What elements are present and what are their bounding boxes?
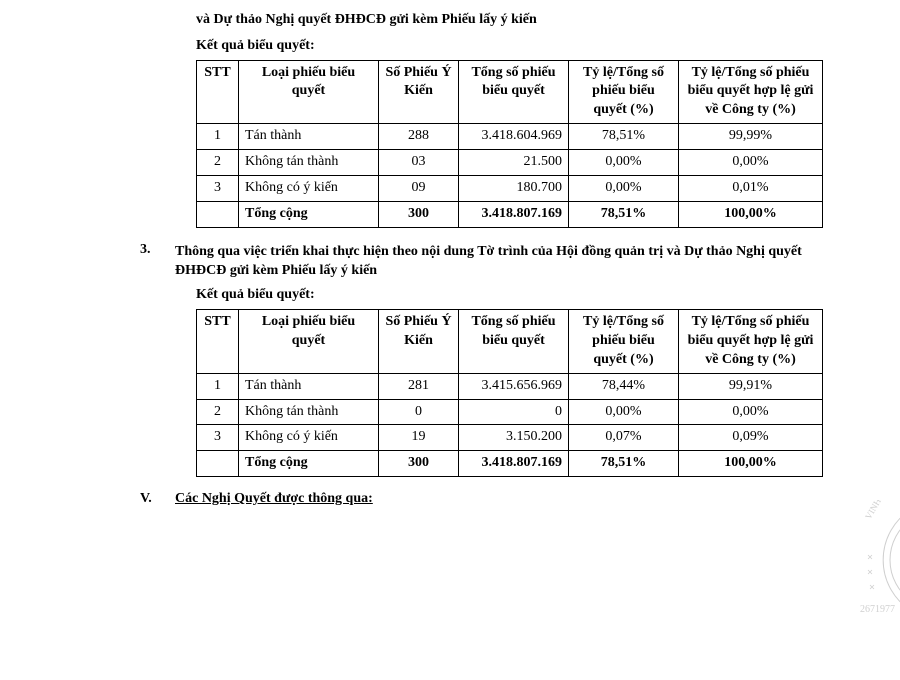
cell-pct2: 0,00%: [679, 150, 823, 176]
cell-count: 19: [379, 425, 459, 451]
col-pct1: Tỷ lệ/Tổng số phiếu biểu quyết (%): [569, 310, 679, 374]
cell-blank: [197, 451, 239, 477]
cell-total: 3.418.604.969: [459, 124, 569, 150]
col-count: Số Phiếu Ý Kiến: [379, 60, 459, 124]
table-row: 3 Không có ý kiến 19 3.150.200 0,07% 0,0…: [197, 425, 823, 451]
cell-pct2: 0,00%: [679, 399, 823, 425]
section-v-num: V.: [140, 491, 175, 507]
cell-pct1: 0,07%: [569, 425, 679, 451]
cell-blank: [197, 201, 239, 227]
col-total: Tổng số phiếu biểu quyết: [459, 60, 569, 124]
section2-heading-cont: và Dự thảo Nghị quyết ĐHĐCĐ gửi kèm Phiế…: [196, 10, 840, 30]
cell-sum-total: 3.418.807.169: [459, 201, 569, 227]
table-row: 1 Tán thành 288 3.418.604.969 78,51% 99,…: [197, 124, 823, 150]
cell-count: 0: [379, 399, 459, 425]
cell-pct1: 0,00%: [569, 150, 679, 176]
cell-total: 180.700: [459, 176, 569, 202]
section3-heading: Thông qua việc triển khai thực hiện theo…: [175, 242, 840, 281]
cell-total: 3.415.656.969: [459, 373, 569, 399]
cell-count: 09: [379, 176, 459, 202]
cell-sum-pct1: 78,51%: [569, 451, 679, 477]
cell-sum-label: Tổng cộng: [239, 201, 379, 227]
cell-sum-pct1: 78,51%: [569, 201, 679, 227]
table-header-row: STT Loại phiếu biểu quyết Số Phiếu Ý Kiế…: [197, 60, 823, 124]
table-header-row: STT Loại phiếu biểu quyết Số Phiếu Ý Kiế…: [197, 310, 823, 374]
table-row: 2 Không tán thành 03 21.500 0,00% 0,00%: [197, 150, 823, 176]
col-pct2: Tỷ lệ/Tổng số phiếu biểu quyết hợp lệ gử…: [679, 310, 823, 374]
col-type: Loại phiếu biểu quyết: [239, 60, 379, 124]
cell-sum-total: 3.418.807.169: [459, 451, 569, 477]
cell-type: Không tán thành: [239, 150, 379, 176]
col-pct1: Tỷ lệ/Tổng số phiếu biểu quyết (%): [569, 60, 679, 124]
table-summary-row: Tổng cộng 300 3.418.807.169 78,51% 100,0…: [197, 201, 823, 227]
table-row: 1 Tán thành 281 3.415.656.969 78,44% 99,…: [197, 373, 823, 399]
cell-type: Không có ý kiến: [239, 425, 379, 451]
cell-sum-label: Tổng cộng: [239, 451, 379, 477]
cell-sum-pct2: 100,00%: [679, 451, 823, 477]
cell-stt: 3: [197, 176, 239, 202]
cell-stt: 2: [197, 150, 239, 176]
cell-count: 281: [379, 373, 459, 399]
cell-total: 0: [459, 399, 569, 425]
cell-pct1: 0,00%: [569, 399, 679, 425]
section3-heading-row: 3. Thông qua việc triển khai thực hiện t…: [140, 242, 840, 281]
cell-count: 03: [379, 150, 459, 176]
cell-sum-pct2: 100,00%: [679, 201, 823, 227]
cell-stt: 1: [197, 373, 239, 399]
col-stt: STT: [197, 310, 239, 374]
document-body: và Dự thảo Nghị quyết ĐHĐCĐ gửi kèm Phiế…: [0, 0, 900, 507]
cell-pct1: 78,44%: [569, 373, 679, 399]
cell-type: Không tán thành: [239, 399, 379, 425]
col-total: Tổng số phiếu biểu quyết: [459, 310, 569, 374]
cell-type: Tán thành: [239, 373, 379, 399]
cell-pct2: 0,09%: [679, 425, 823, 451]
cell-pct1: 78,51%: [569, 124, 679, 150]
cell-type: Tán thành: [239, 124, 379, 150]
cell-stt: 3: [197, 425, 239, 451]
cell-stt: 1: [197, 124, 239, 150]
table-summary-row: Tổng cộng 300 3.418.807.169 78,51% 100,0…: [197, 451, 823, 477]
cell-pct2: 0,01%: [679, 176, 823, 202]
section3-result-label: Kết quả biểu quyết:: [196, 287, 840, 303]
cell-sum-count: 300: [379, 201, 459, 227]
cell-stt: 2: [197, 399, 239, 425]
cell-pct1: 0,00%: [569, 176, 679, 202]
table-row: 3 Không có ý kiến 09 180.700 0,00% 0,01%: [197, 176, 823, 202]
table-row: 2 Không tán thành 0 0 0,00% 0,00%: [197, 399, 823, 425]
vote-table-2: STT Loại phiếu biểu quyết Số Phiếu Ý Kiế…: [196, 60, 823, 228]
section3-num: 3.: [140, 242, 175, 258]
col-stt: STT: [197, 60, 239, 124]
stamp-text-2: 2671977: [860, 604, 895, 615]
stamp-icon: VINH 2671977: [840, 500, 900, 620]
section-v-heading: Các Nghị Quyết được thông qua:: [175, 491, 373, 507]
col-type: Loại phiếu biểu quyết: [239, 310, 379, 374]
cell-total: 21.500: [459, 150, 569, 176]
cell-pct2: 99,91%: [679, 373, 823, 399]
cell-type: Không có ý kiến: [239, 176, 379, 202]
section2-result-label: Kết quả biểu quyết:: [196, 38, 840, 54]
section-v-row: V. Các Nghị Quyết được thông qua:: [140, 491, 840, 507]
cell-pct2: 99,99%: [679, 124, 823, 150]
cell-count: 288: [379, 124, 459, 150]
col-pct2: Tỷ lệ/Tổng số phiếu biểu quyết hợp lệ gử…: [679, 60, 823, 124]
vote-table-3: STT Loại phiếu biểu quyết Số Phiếu Ý Kiế…: [196, 309, 823, 477]
cell-sum-count: 300: [379, 451, 459, 477]
col-count: Số Phiếu Ý Kiến: [379, 310, 459, 374]
cell-total: 3.150.200: [459, 425, 569, 451]
